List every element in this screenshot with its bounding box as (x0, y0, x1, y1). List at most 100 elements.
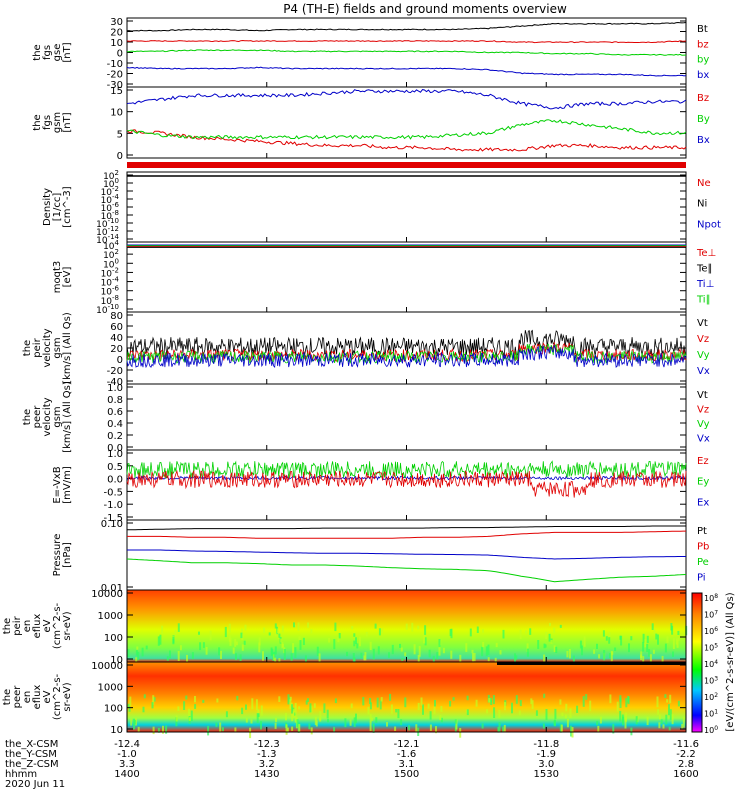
spectrogram-cell (278, 633, 281, 638)
y-axis-label: the peer en eflux eV (cm^2-s-sr-eV) (2, 673, 73, 720)
y-axis-label: moqt3 [eV] (52, 261, 73, 294)
spectrogram-cell (333, 639, 336, 650)
spectrogram-cell (278, 658, 281, 665)
spectrogram-cell (127, 649, 130, 657)
spectrogram-cell (172, 636, 175, 645)
y-tick-label: -1.5 (103, 513, 123, 524)
spectrogram-cell (413, 644, 416, 655)
spectrogram-cell (137, 726, 140, 732)
spectrogram-cell (243, 640, 246, 645)
y-label-line: sr-eV) (62, 611, 73, 640)
spectrogram-cell (202, 642, 205, 648)
colorbar-tick: 108 (704, 593, 718, 603)
spectrogram-cell (543, 654, 546, 664)
spectrogram-cell (566, 718, 569, 728)
spectrogram-cell (128, 706, 131, 712)
spectrogram-cell (175, 715, 178, 722)
spectrogram-cell (338, 633, 341, 639)
spectrogram-cell (353, 633, 356, 637)
y-label-line: [nPa] (62, 542, 73, 568)
spectrogram-cell (672, 651, 674, 657)
y-tick-label: 100 (104, 633, 123, 644)
panel-peer_velocity: 1.00.80.60.40.20.0 the peer velocity gsm [km/… (22, 381, 710, 454)
y-tick-label: 0 (117, 49, 123, 60)
spectrogram-cell (619, 695, 622, 702)
spectrogram-cell (307, 622, 310, 628)
spectrogram-cell (258, 637, 261, 646)
spectrogram-cell (137, 651, 140, 661)
spectrogram-cell (502, 629, 505, 639)
spectrogram-cell (555, 646, 558, 653)
spectrogram-cell (349, 719, 352, 726)
spectrogram-cell (515, 695, 518, 704)
y-label-line: the (22, 409, 33, 425)
spectrogram-cell (169, 650, 171, 659)
spectrogram-cell (274, 722, 277, 729)
legend-Vz: Vz (697, 405, 709, 416)
panel-efield: 1.0 0.5 0.0-0.5 -1.0 -1.5 E=-VxB [mV/m] Ez Ey Ex (52, 449, 709, 524)
spectrogram-cell (640, 654, 643, 661)
y-axis-label: E=-VxB [mV/m] (52, 466, 73, 504)
spectrogram-cell (281, 625, 284, 633)
spectrogram-cell (405, 623, 408, 630)
spectrogram-cell (388, 652, 390, 658)
y-tick-label: 0.5 (107, 462, 123, 473)
panel-fgs_gsm: 15 10 5 0 the fgs gsm [nT] Bz By Bx (32, 86, 710, 162)
y-label-line: moqt3 (52, 261, 63, 294)
x-row-value: -11.8 (533, 739, 559, 750)
spectrogram-cell (185, 695, 188, 700)
spectrogram-cell (397, 709, 400, 719)
spectrogram-cell (224, 626, 227, 638)
spectrogram-cell (151, 702, 154, 709)
spectrogram-cell (245, 718, 248, 723)
spectrogram-cell (619, 710, 622, 722)
y-tick-label: 60 (110, 322, 123, 333)
panel-frame (126, 171, 687, 243)
spectrogram-cell (661, 655, 664, 666)
spectrogram-cell (436, 652, 439, 660)
spectrogram-cell (553, 720, 556, 726)
spectrogram-cell (677, 700, 680, 707)
spectrogram-cell (473, 652, 476, 662)
spectrogram-cell (225, 711, 228, 718)
legend-Vt: Vt (697, 318, 708, 329)
series-bz (126, 39, 687, 44)
y-label-line: gsm (52, 112, 63, 133)
y-label-line: peir (32, 337, 43, 357)
legend-Te∥: Te∥ (696, 264, 713, 275)
spectrogram-cell (572, 655, 575, 662)
spectrogram-cell (664, 643, 667, 653)
x-row-value: -1.9 (536, 749, 556, 760)
spectrogram-cell (664, 694, 667, 698)
spectrogram-cell (432, 655, 435, 666)
spectrogram-cell (608, 632, 611, 637)
spectrogram-cell (258, 642, 261, 653)
spectrogram-cell (360, 652, 363, 659)
spectrogram-cell (440, 717, 443, 723)
x-row-value: -12.4 (114, 739, 140, 750)
spectrogram-cell (651, 623, 654, 630)
spectrogram-cell (565, 703, 568, 712)
spectrogram-cell (380, 697, 383, 702)
y-label-line: (cm^2-s- (52, 673, 63, 720)
y-tick-label: 1000 (98, 682, 123, 693)
spectrogram-cell (452, 697, 455, 701)
spectrogram-cell (313, 703, 316, 708)
spectrogram-cell (375, 717, 378, 723)
spectrogram-cell (337, 636, 340, 643)
spectrogram-cell (429, 724, 432, 731)
y-tick-label: 0.0 (107, 475, 123, 486)
x-row-label: hhmm (5, 769, 37, 780)
colorbar-tick: 105 (704, 643, 718, 653)
y-tick-label: 1000 (98, 611, 123, 622)
x-row-value: -1.6 (397, 749, 417, 760)
spectrogram-cell (356, 643, 359, 649)
spectrogram-cell (202, 699, 205, 703)
spectrogram-cell (174, 629, 177, 637)
spectrogram-cell (199, 642, 202, 651)
spectrogram-cell (364, 652, 367, 661)
spectrogram-cell (417, 655, 420, 666)
spectrogram-cell (133, 718, 136, 730)
spectrogram-cell (256, 713, 259, 723)
y-tick-label: 0.01 (101, 583, 123, 594)
